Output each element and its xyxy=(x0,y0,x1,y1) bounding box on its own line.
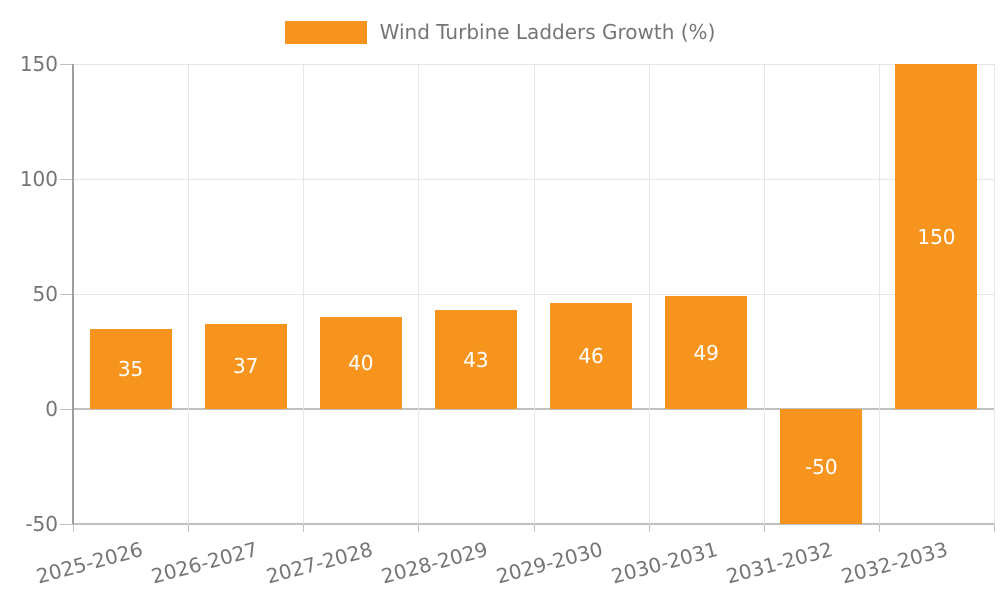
x-axis-tick xyxy=(763,524,765,532)
bar[interactable] xyxy=(204,323,287,409)
x-axis-tick xyxy=(994,524,995,532)
bar-value-label: 40 xyxy=(348,351,374,375)
y-axis-label: 150 xyxy=(19,52,58,76)
x-axis-label: 2027-2028 xyxy=(263,537,376,589)
x-axis-tick xyxy=(73,524,74,532)
bar[interactable] xyxy=(895,64,978,409)
bar-value-label: 150 xyxy=(917,224,956,249)
y-axis-tick xyxy=(60,179,73,180)
x-axis-label: 2029-2030 xyxy=(493,537,606,589)
bar[interactable] xyxy=(780,409,863,524)
y-axis-label: 0 xyxy=(45,397,58,421)
y-axis-tick xyxy=(60,64,73,65)
y-axis-label: -50 xyxy=(25,512,58,536)
x-axis-tick xyxy=(188,524,190,532)
bar[interactable] xyxy=(550,303,633,409)
y-axis-tick xyxy=(60,409,73,410)
x-axis-label: 2025-2026 xyxy=(33,537,145,589)
y-axis-tick xyxy=(60,294,73,295)
gridline xyxy=(533,64,535,524)
bar[interactable] xyxy=(434,310,517,409)
x-axis-label: 2028-2029 xyxy=(378,537,491,589)
x-axis-tick xyxy=(878,524,880,532)
bar-value-label: 46 xyxy=(578,344,604,369)
bar-value-label: 35 xyxy=(117,356,144,381)
x-axis-tick xyxy=(303,524,305,532)
bar-value-label: 37 xyxy=(232,354,259,379)
y-axis-tick xyxy=(60,524,73,525)
bar-value-label: 43 xyxy=(463,347,489,372)
gridline xyxy=(418,64,420,524)
gridline xyxy=(763,64,765,524)
bar-value-label: -50 xyxy=(804,454,838,479)
bar[interactable] xyxy=(319,317,402,409)
bar[interactable] xyxy=(89,328,172,409)
gridline xyxy=(648,64,650,524)
y-axis-label: 50 xyxy=(32,282,58,306)
x-axis-label: 2030-2031 xyxy=(608,537,721,589)
y-axis-label: 100 xyxy=(19,167,58,191)
y-axis-line xyxy=(72,64,74,524)
x-axis-label: 2026-2027 xyxy=(148,537,260,589)
x-axis-tick xyxy=(533,524,535,532)
gridline xyxy=(994,64,995,524)
gridline xyxy=(303,64,305,524)
x-axis-tick xyxy=(418,524,420,532)
gridline xyxy=(878,64,880,524)
legend-label[interactable]: Wind Turbine Ladders Growth (%) xyxy=(379,20,716,44)
legend-swatch[interactable] xyxy=(284,20,367,44)
bar[interactable] xyxy=(665,296,748,409)
x-axis-label: 2032-2033 xyxy=(839,537,951,589)
legend: Wind Turbine Ladders Growth (%) xyxy=(0,20,1000,44)
x-axis-tick xyxy=(648,524,650,532)
x-axis-label: 2031-2032 xyxy=(724,537,836,589)
bar-value-label: 49 xyxy=(693,340,719,365)
gridline xyxy=(188,64,190,524)
